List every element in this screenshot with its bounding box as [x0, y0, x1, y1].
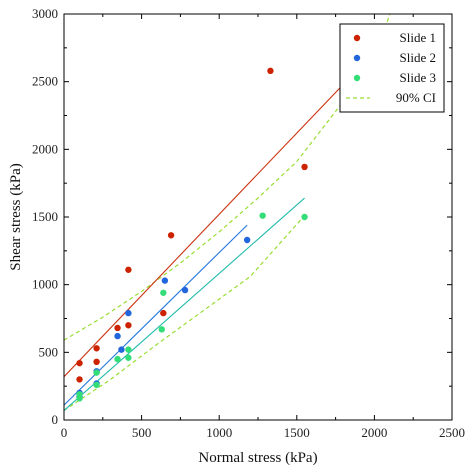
slide-1-point: [93, 358, 100, 366]
slide-1-point: [160, 309, 167, 317]
x-tick-label: 500: [132, 425, 152, 440]
slide-3-point: [160, 289, 167, 296]
legend-label-slide-2: Slide 2: [400, 50, 436, 65]
slide-1-point: [167, 232, 175, 239]
slide-3-point: [125, 346, 132, 353]
plot-layer: [64, 14, 391, 412]
axes-layer: 0 500 1000 1500 2000 2500 0 500 1000 1500 2000 2500…: [32, 6, 465, 440]
slide-2-fit-line: [64, 224, 248, 406]
slide-2-point: [114, 332, 121, 340]
slide-3-point: [114, 355, 121, 363]
slide-1-point: [301, 163, 308, 171]
slide-1-point: [125, 322, 132, 329]
slide-3-point: [76, 391, 83, 398]
ci-line-lower: [64, 215, 306, 412]
slide-3-fit-line: [64, 197, 305, 411]
legend-marker-slide-1: [353, 34, 361, 42]
slide-1-point: [76, 376, 83, 383]
legend-label-slide-1: Slide 1: [400, 30, 436, 45]
slide-1-point: [93, 345, 100, 352]
slide-3-point: [93, 369, 100, 376]
y-tick-label: 0: [52, 412, 59, 427]
y-tick-label: 3000: [32, 6, 58, 21]
y-tick-label: 1000: [32, 277, 58, 292]
legend-label-90-ci: 90% CI: [396, 90, 436, 105]
x-tick-label: 0: [61, 425, 68, 440]
slide-2-point: [118, 346, 125, 353]
slide-1-point: [125, 266, 132, 273]
y-tick-label: 500: [39, 344, 59, 359]
y-tick-label: 2500: [32, 74, 58, 89]
legend: Slide 1 Slide 2 Slide 3 90% CI: [339, 23, 445, 113]
plot-area: [64, 14, 391, 412]
y-axis-label: Shear stress (kPa): [8, 163, 24, 270]
legend-marker-slide-2: [353, 54, 361, 62]
slide-2-point: [243, 236, 251, 244]
slide-3-point: [125, 354, 132, 361]
slide-1-point: [267, 67, 274, 75]
slide-1-point: [114, 324, 121, 332]
y-tick-label: 2000: [32, 141, 58, 156]
x-tick-label: 2000: [361, 425, 387, 440]
slide-1-fit-line: [64, 51, 375, 378]
x-tick-label: 2500: [439, 425, 465, 440]
slide-3-point: [158, 326, 165, 333]
slide-3-point: [301, 213, 308, 221]
legend-marker-slide-3: [353, 74, 361, 82]
slide-3-point: [259, 212, 266, 219]
slide-1-point: [76, 359, 83, 367]
x-axis-label: Normal stress (kPa): [198, 450, 317, 466]
slide-2-point: [161, 277, 169, 284]
x-tick-label: 1000: [206, 425, 232, 440]
slide-2-point: [125, 309, 132, 317]
x-tick-label: 1500: [284, 425, 310, 440]
slide-2-point: [181, 286, 189, 294]
legend-label-slide-3: Slide 3: [400, 70, 436, 85]
y-tick-label: 1500: [32, 209, 58, 224]
slide-3-point: [93, 381, 100, 389]
